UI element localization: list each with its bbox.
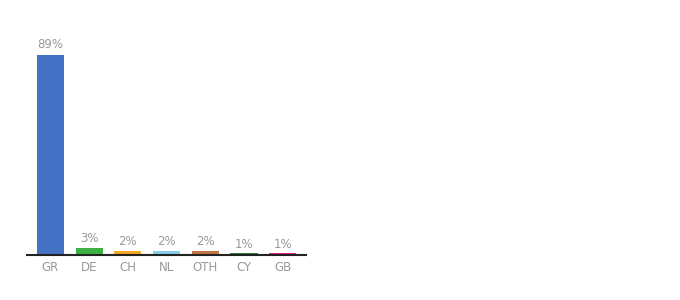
Text: 3%: 3% [80, 232, 99, 245]
Text: 2%: 2% [118, 235, 137, 248]
Bar [75, 248, 103, 255]
Bar [114, 250, 141, 255]
Text: 1%: 1% [273, 238, 292, 250]
Text: 1%: 1% [235, 238, 254, 250]
Bar [192, 250, 219, 255]
Bar [37, 55, 64, 255]
Text: 89%: 89% [37, 38, 63, 51]
Bar [231, 253, 258, 255]
Bar [153, 250, 180, 255]
Text: 2%: 2% [157, 235, 176, 248]
Text: 2%: 2% [196, 235, 215, 248]
Bar [269, 253, 296, 255]
